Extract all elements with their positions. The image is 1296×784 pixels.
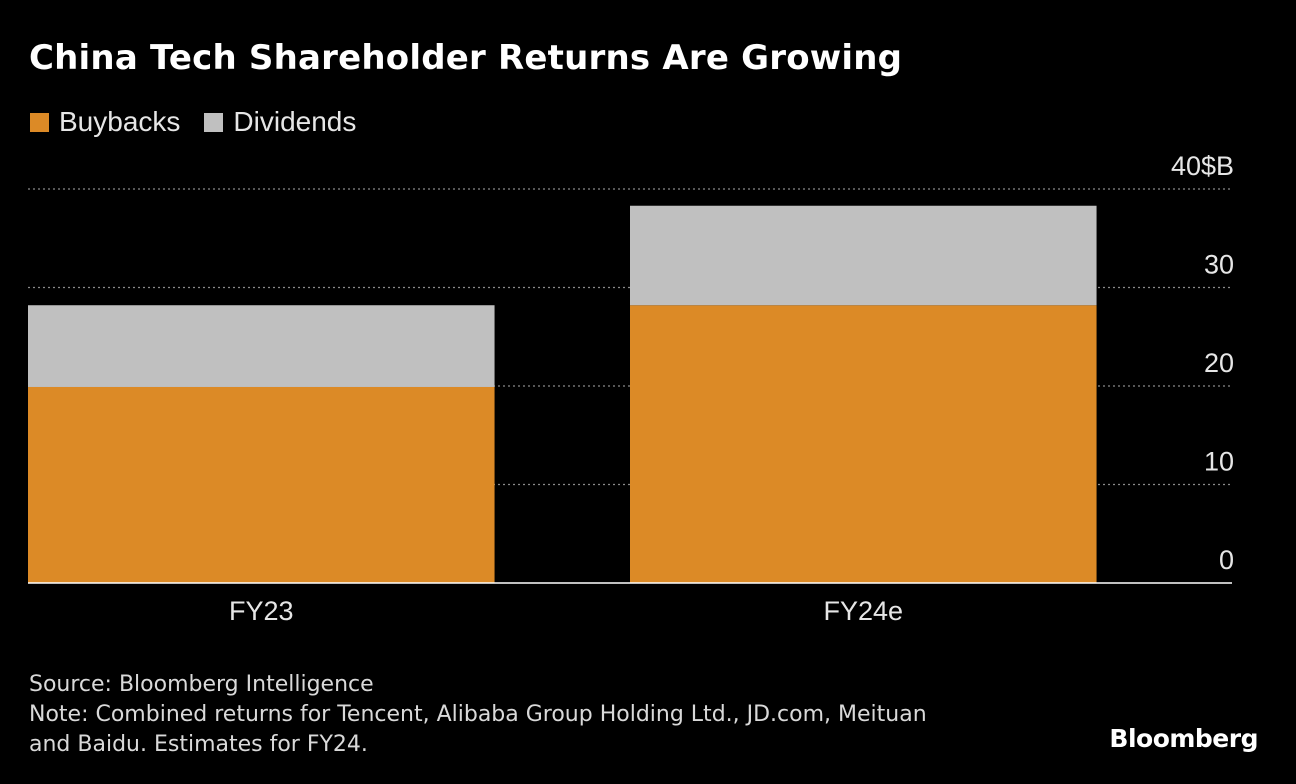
- y-tick-label-0: 0: [1219, 545, 1234, 575]
- note-line-1: Note: Combined returns for Tencent, Alib…: [29, 702, 927, 727]
- y-tick-label-30: 30: [1204, 250, 1234, 280]
- bar-buybacks-fy23: [28, 386, 495, 583]
- bar-dividends-fy24e: [630, 205, 1097, 306]
- y-tick-label-20: 20: [1204, 348, 1234, 378]
- legend-item-buybacks: Buybacks: [30, 106, 180, 138]
- chart-title: China Tech Shareholder Returns Are Growi…: [29, 38, 903, 78]
- legend-swatch-buybacks: [30, 112, 49, 132]
- legend-swatch-dividends: [204, 112, 224, 132]
- legend-label-dividends: Dividends: [233, 106, 357, 137]
- chart-footer: Source: Bloomberg Intelligence Note: Com…: [29, 670, 927, 760]
- x-tick-label-fy23: FY23: [229, 596, 294, 626]
- bar-buybacks-fy24e: [630, 305, 1097, 583]
- source-note: Source: Bloomberg Intelligence: [29, 672, 374, 697]
- note-line-2: and Baidu. Estimates for FY24.: [29, 732, 368, 757]
- legend-label-buybacks: Buybacks: [59, 106, 181, 137]
- legend-item-dividends: Dividends: [204, 106, 356, 138]
- stacked-bar-chart: FY23 FY24e 0 10 20 30 40$B: [28, 151, 1234, 626]
- y-tick-label-10: 10: [1204, 447, 1234, 477]
- bloomberg-logo: Bloomberg: [1109, 724, 1258, 753]
- bar-dividends-fy23: [28, 305, 495, 387]
- y-tick-label-40: 40$B: [1171, 151, 1234, 181]
- chart-legend: Buybacks Dividends: [30, 106, 380, 138]
- x-tick-label-fy24e: FY24e: [823, 596, 903, 626]
